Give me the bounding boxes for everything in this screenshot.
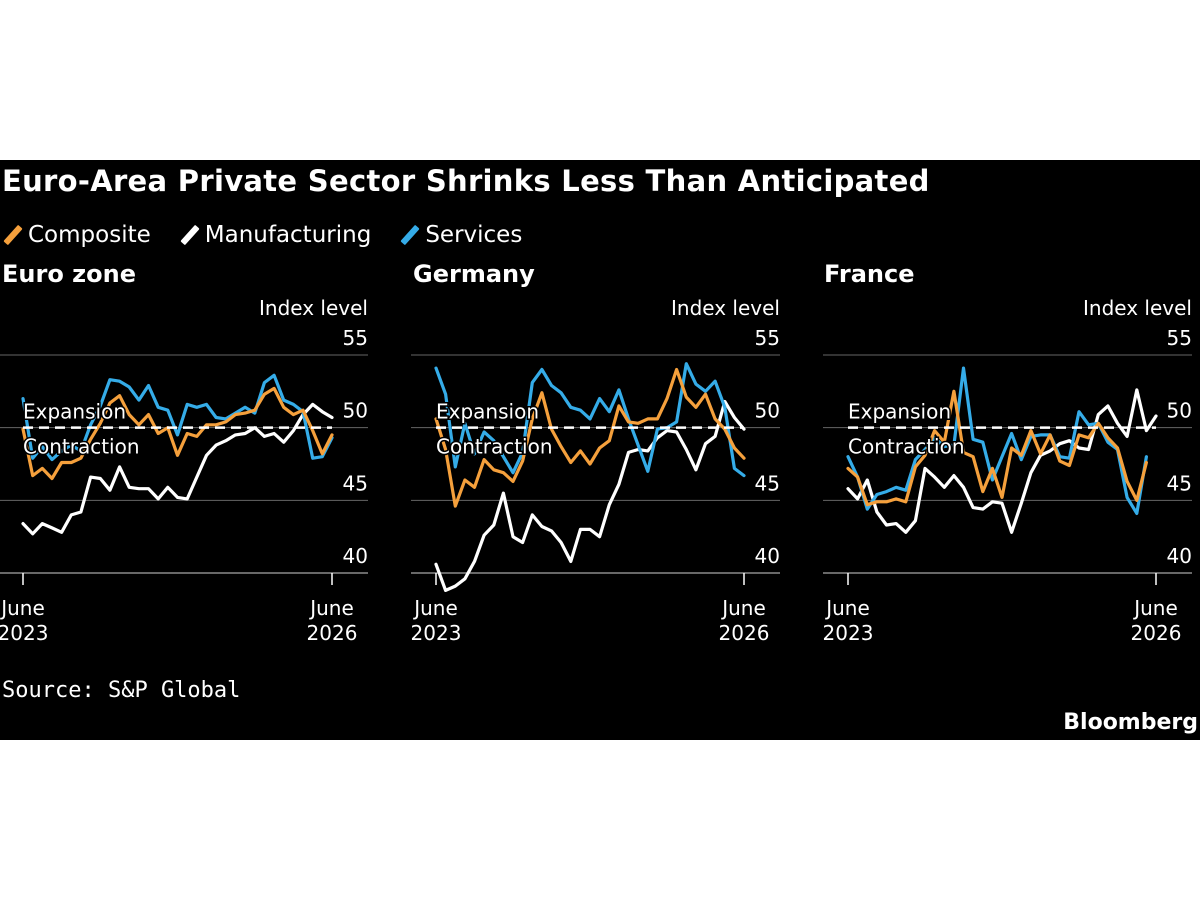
annotation-expansion-euro-zone: Expansion [23,400,126,424]
panel-title-france: France [824,260,915,288]
x-tick-year-euro-zone: 2023 [0,621,48,645]
legend-item-composite: Composite [2,222,151,248]
y-tick-label-euro-zone: 40 [343,544,368,568]
y-tick-label-france: 55 [1167,326,1192,350]
y-tick-label-germany: 50 [755,399,780,423]
y-tick-label-euro-zone: 55 [343,326,368,350]
y-tick-label-germany: 45 [755,471,780,495]
y-axis-label-euro-zone: Index level [259,296,368,320]
legend: Composite Manufacturing Services [2,220,550,250]
series-line-manufacturing-euro-zone [21,402,334,536]
x-tick-year-euro-zone: 2026 [307,621,358,645]
chart-title: Euro-Area Private Sector Shrinks Less Th… [2,164,930,198]
y-tick-label-france: 40 [1167,544,1192,568]
chart-panels: Index level40455055June2023June2026Expan… [0,296,1192,645]
annotation-expansion-france: Expansion [848,400,951,424]
series-line-composite-france [846,389,1149,507]
x-tick-year-germany: 2026 [719,621,770,645]
annotation-contraction-germany: Contraction [436,435,553,459]
annotation-contraction-france: Contraction [848,435,965,459]
y-tick-label-france: 45 [1167,471,1192,495]
source-note: Source: S&P Global [2,678,241,703]
legend-item-manufacturing: Manufacturing [179,222,372,248]
brand-logo-text: Bloomberg [1063,710,1198,735]
x-tick-label-germany: June [412,596,458,620]
legend-label-manufacturing: Manufacturing [204,222,372,248]
series-line-composite-euro-zone [21,386,334,481]
x-tick-label-euro-zone: June [0,596,45,620]
y-tick-label-euro-zone: 50 [343,399,368,423]
legend-label-services: Services [425,222,523,248]
y-tick-label-france: 50 [1167,399,1192,423]
annotation-contraction-euro-zone: Contraction [23,435,140,459]
x-tick-year-france: 2026 [1131,621,1182,645]
x-tick-label-france: June [824,596,870,620]
series-line-manufacturing-germany [434,399,746,592]
series-line-services-germany [434,362,746,478]
x-tick-year-germany: 2023 [411,621,462,645]
x-tick-label-euro-zone: June [308,596,354,620]
series-line-composite-germany [434,367,746,508]
x-tick-label-france: June [1132,596,1178,620]
panel-title-euro-zone: Euro zone [2,260,136,288]
panel-title-germany: Germany [413,260,535,288]
y-tick-label-germany: 40 [755,544,780,568]
series-line-manufacturing-france [846,388,1158,534]
chart-graphic: Euro-Area Private Sector Shrinks Less Th… [0,160,1200,740]
x-tick-year-france: 2023 [823,621,874,645]
series-line-services-euro-zone [21,373,334,462]
y-tick-label-euro-zone: 45 [343,471,368,495]
y-axis-label-france: Index level [1083,296,1192,320]
legend-item-services: Services [399,222,522,248]
annotation-expansion-germany: Expansion [436,400,539,424]
x-tick-label-germany: June [720,596,766,620]
y-tick-label-germany: 55 [755,326,780,350]
legend-label-composite: Composite [28,222,151,248]
y-axis-label-germany: Index level [671,296,780,320]
